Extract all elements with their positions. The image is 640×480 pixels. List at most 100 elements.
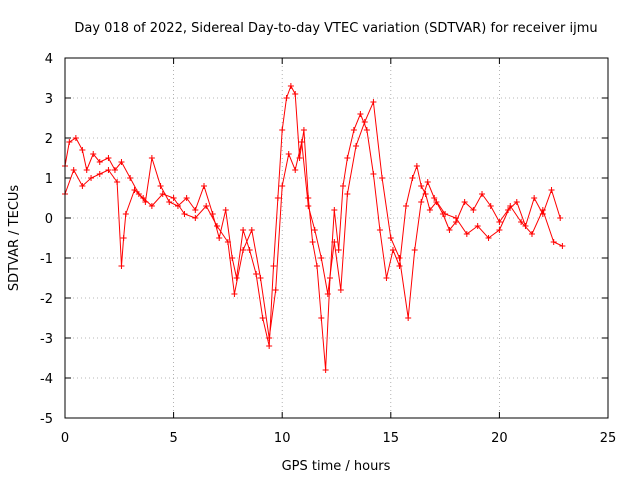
data-point: [474, 223, 481, 229]
data-point: [357, 111, 364, 117]
data-point: [335, 247, 342, 253]
data-point: [270, 263, 277, 269]
data-point: [470, 207, 477, 213]
x-tick-label: 10: [274, 431, 291, 446]
data-point: [479, 191, 486, 197]
x-axis-label: GPS time / hours: [282, 459, 391, 474]
data-point: [340, 183, 347, 189]
data-series: [62, 83, 566, 373]
data-point: [324, 291, 331, 297]
data-point: [318, 315, 325, 321]
data-point: [266, 335, 273, 341]
data-point: [403, 203, 410, 209]
data-point: [224, 239, 231, 245]
data-point: [79, 183, 86, 189]
data-point: [83, 167, 90, 173]
data-point: [203, 203, 210, 209]
y-tick-label: 2: [45, 132, 53, 147]
data-point: [292, 167, 299, 173]
data-point: [96, 171, 103, 177]
data-point: [272, 287, 279, 293]
data-point: [131, 187, 138, 193]
series-line: [64, 84, 561, 371]
data-point: [411, 247, 418, 253]
data-point: [376, 227, 383, 233]
data-point: [463, 231, 470, 237]
x-tick-label: 15: [383, 431, 400, 446]
data-point: [166, 199, 173, 205]
y-axis-label: SDTVAR / TECUs: [7, 185, 22, 292]
data-point: [122, 211, 129, 217]
data-point: [461, 199, 468, 205]
data-point: [379, 175, 386, 181]
y-tick-label: -4: [40, 372, 53, 387]
x-tick-label: 5: [169, 431, 177, 446]
data-point: [298, 139, 305, 145]
data-point: [127, 175, 134, 181]
data-point: [418, 199, 425, 205]
y-tick-label: -1: [40, 252, 53, 267]
data-point: [370, 99, 377, 105]
y-tick-label: -3: [40, 332, 53, 347]
data-point: [389, 247, 396, 253]
data-point: [88, 175, 95, 181]
data-point: [305, 203, 312, 209]
y-tick-label: 1: [45, 172, 53, 187]
data-point: [181, 211, 188, 217]
data-point: [305, 195, 312, 201]
data-point: [90, 151, 97, 157]
data-point: [528, 231, 535, 237]
data-point: [313, 263, 320, 269]
data-point: [331, 239, 338, 245]
data-point: [353, 143, 360, 149]
data-point: [170, 195, 177, 201]
data-point: [216, 235, 223, 241]
data-point: [361, 119, 368, 125]
data-point: [240, 247, 247, 253]
data-point: [118, 263, 125, 269]
data-point: [66, 139, 73, 145]
data-point: [446, 227, 453, 233]
x-tick-label: 0: [61, 431, 69, 446]
data-point: [370, 171, 377, 177]
data-point: [496, 219, 503, 225]
data-point: [214, 223, 221, 229]
data-point: [279, 127, 286, 133]
data-point: [148, 155, 155, 161]
data-point: [105, 167, 112, 173]
data-point: [309, 239, 316, 245]
data-point: [409, 175, 416, 181]
data-point: [183, 195, 190, 201]
data-point: [518, 219, 525, 225]
data-point: [557, 215, 564, 221]
data-point: [120, 235, 127, 241]
data-point: [442, 211, 449, 217]
data-point: [283, 95, 290, 101]
data-point: [426, 207, 433, 213]
data-point: [285, 151, 292, 157]
x-tick-label: 20: [491, 431, 508, 446]
chart-title: Day 018 of 2022, Sidereal Day-to-day VTE…: [74, 21, 597, 36]
y-tick-label: 0: [45, 212, 53, 227]
data-point: [487, 203, 494, 209]
data-point: [253, 271, 260, 277]
y-tick-label: 3: [45, 92, 53, 107]
data-point: [318, 255, 325, 261]
data-point: [279, 183, 286, 189]
data-point: [274, 195, 281, 201]
data-point: [344, 191, 351, 197]
data-point: [363, 127, 370, 133]
data-point: [387, 235, 394, 241]
data-point: [559, 243, 566, 249]
data-point: [96, 159, 103, 165]
data-point: [396, 255, 403, 261]
data-point: [72, 135, 79, 141]
data-point: [157, 183, 164, 189]
data-point: [322, 367, 329, 373]
data-point: [522, 223, 529, 229]
data-point: [192, 207, 199, 213]
data-point: [300, 127, 307, 133]
data-point: [337, 287, 344, 293]
data-point: [550, 239, 557, 245]
